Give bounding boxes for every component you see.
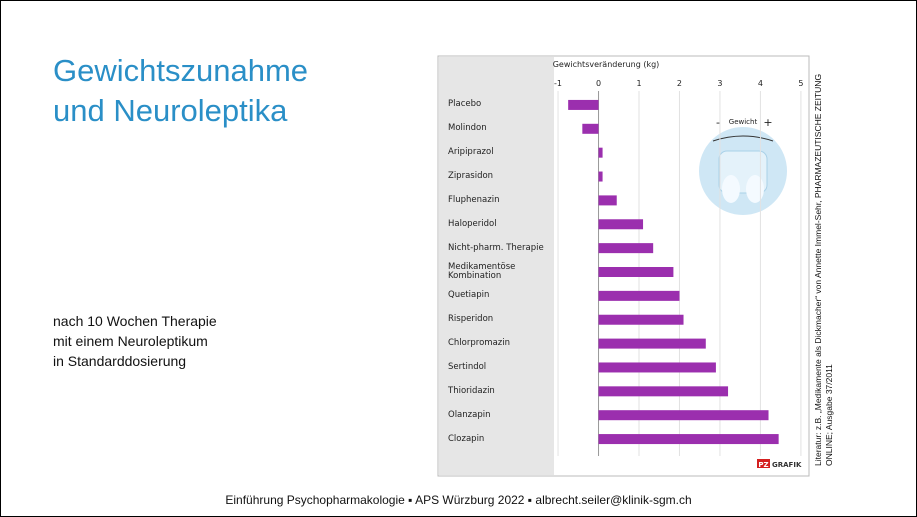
bar: [598, 314, 684, 325]
bar: [598, 434, 779, 445]
x-tick-label: 1: [636, 79, 641, 88]
note: nach 10 Wochen Therapie mit einem Neurol…: [53, 311, 217, 371]
category-label: Nicht-pharm. Therapie: [448, 242, 544, 253]
bar: [598, 195, 617, 206]
x-tick-label: 2: [677, 79, 682, 88]
source-line: ONLINE; Ausgabe 37/2011: [824, 364, 834, 466]
category-label: Chlorpromazin: [448, 338, 510, 349]
category-label: Thioridazin: [448, 385, 495, 396]
bar: [598, 171, 603, 182]
bar: [598, 290, 680, 301]
category-label: Molindon: [448, 123, 487, 134]
logo-bg: [756, 458, 801, 469]
category-label: Haloperidol: [448, 218, 497, 229]
x-axis-label: Gewichtsveränderung (kg): [553, 60, 660, 69]
note-line: mit einem Neuroleptikum: [53, 333, 208, 349]
x-tick-label: 5: [798, 79, 803, 88]
category-label: Medikamentöse Kombination: [448, 262, 516, 281]
bar: [598, 219, 644, 230]
x-tick-label: 4: [758, 79, 763, 88]
logo-text: GRAFIK: [772, 461, 802, 469]
category-label: Olanzapin: [448, 409, 491, 420]
bar: [598, 362, 716, 373]
title-line: Gewichtszunahme: [53, 53, 309, 88]
logo-pz: PZ: [758, 461, 768, 469]
category-label: Clozapin: [448, 433, 485, 444]
scale-minus: -: [716, 116, 720, 129]
bar: [598, 147, 603, 158]
x-tick-label: 3: [717, 79, 722, 88]
scale-label: Gewicht: [729, 118, 758, 126]
logo-box: [757, 459, 770, 468]
category-label: Aripiprazol: [448, 147, 494, 158]
x-tick-label: 0: [596, 79, 601, 88]
category-label: Sertindol: [448, 361, 487, 372]
footer: Einführung Psychopharmakologie ▪ APS Wür…: [225, 493, 692, 507]
title: Gewichtszunahme und Neuroleptika: [53, 51, 308, 131]
bar: [582, 123, 599, 134]
category-label: Quetiapin: [448, 290, 490, 301]
bar: [568, 99, 599, 110]
scale-plus: +: [763, 116, 772, 129]
source: Literatur: z.B. „Medikamente als Dickmac…: [813, 46, 835, 466]
label-panel: [439, 57, 554, 475]
category-label: Ziprasidon: [448, 171, 494, 182]
scale-icon: [697, 125, 789, 217]
source-line: Literatur: z.B. „Medikamente als Dickmac…: [813, 73, 823, 466]
note-line: in Standarddosierung: [53, 353, 187, 369]
category-label: Placebo: [448, 99, 482, 110]
bar: [598, 243, 654, 254]
bar: [598, 338, 706, 349]
bar: [598, 267, 674, 277]
bar: [598, 410, 769, 421]
category-label: Fluphenazin: [448, 194, 500, 205]
category-label: Risperidon: [448, 314, 494, 325]
x-tick-label: -1: [554, 79, 562, 88]
bar: [598, 386, 729, 397]
title-line: und Neuroleptika: [53, 93, 288, 128]
note-line: nach 10 Wochen Therapie: [53, 313, 217, 329]
